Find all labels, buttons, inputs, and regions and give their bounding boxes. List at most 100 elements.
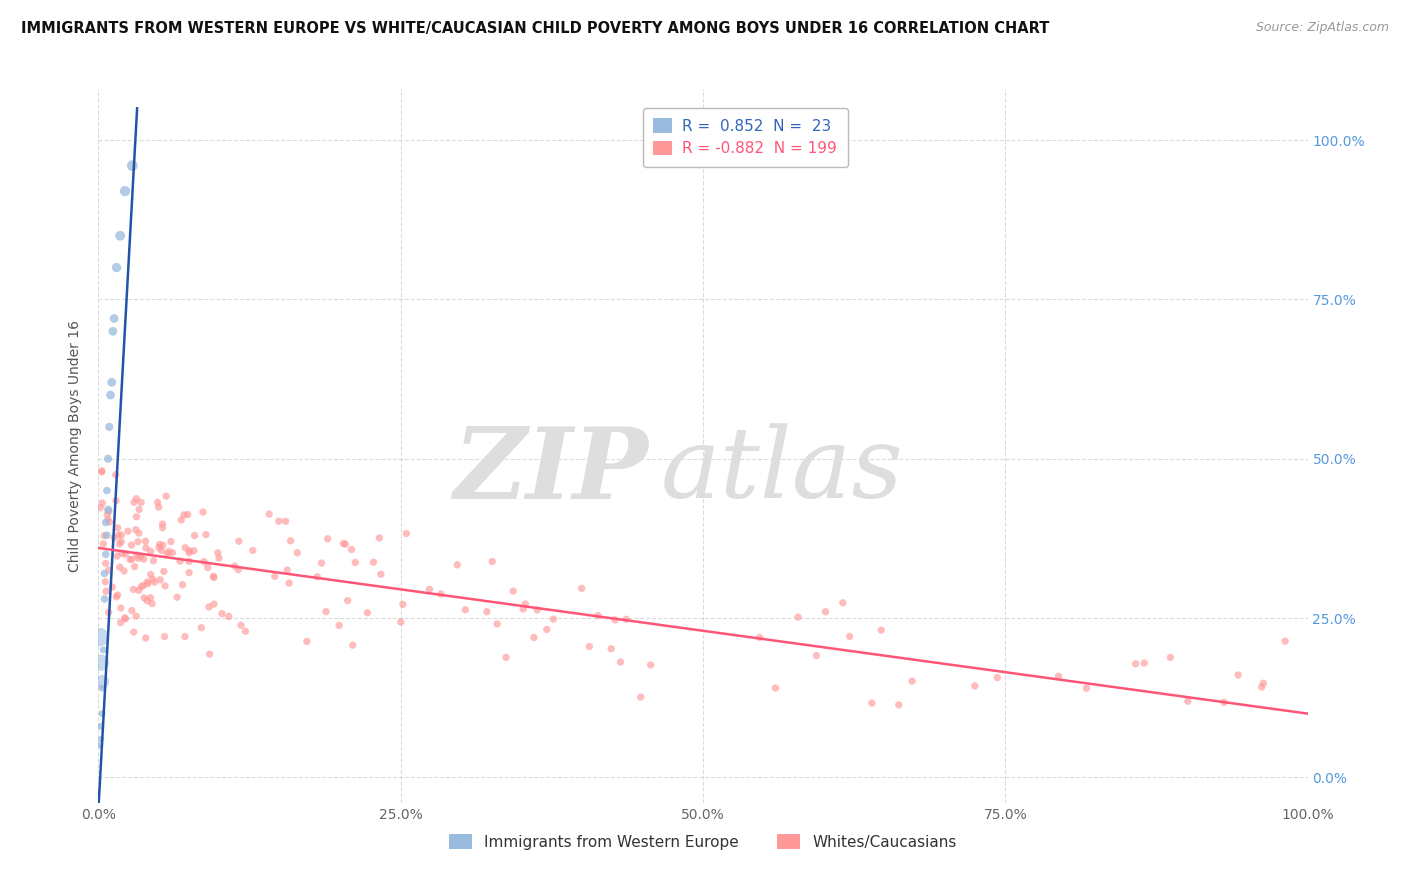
- Point: [526, 603, 548, 617]
- Point: [105, 549, 128, 563]
- Point: [93, 537, 115, 551]
- Point: [148, 537, 170, 551]
- Point: [342, 638, 364, 652]
- Point: [475, 605, 498, 619]
- Point: [150, 543, 173, 558]
- Point: [108, 228, 131, 243]
- Point: [107, 588, 129, 602]
- Point: [887, 698, 910, 712]
- Point: [101, 580, 124, 594]
- Point: [193, 555, 215, 569]
- Point: [156, 547, 179, 561]
- Point: [152, 516, 174, 531]
- Point: [430, 587, 453, 601]
- Point: [105, 260, 128, 275]
- Point: [136, 593, 159, 607]
- Point: [194, 527, 217, 541]
- Point: [121, 604, 143, 618]
- Point: [110, 528, 132, 542]
- Point: [174, 541, 197, 555]
- Point: [127, 534, 149, 549]
- Point: [363, 555, 385, 569]
- Point: [173, 508, 195, 522]
- Point: [190, 621, 212, 635]
- Point: [94, 547, 117, 561]
- Point: [104, 493, 127, 508]
- Point: [370, 567, 392, 582]
- Point: [134, 534, 156, 549]
- Point: [356, 606, 378, 620]
- Point: [125, 548, 148, 562]
- Text: IMMIGRANTS FROM WESTERN EUROPE VS WHITE/CAUCASIAN CHILD POVERTY AMONG BOYS UNDER: IMMIGRANTS FROM WESTERN EUROPE VS WHITE/…: [21, 21, 1049, 36]
- Point: [148, 541, 170, 555]
- Point: [91, 496, 114, 510]
- Point: [162, 546, 184, 560]
- Point: [114, 611, 136, 625]
- Point: [121, 552, 143, 566]
- Point: [129, 495, 152, 509]
- Point: [98, 515, 121, 529]
- Point: [609, 655, 631, 669]
- Point: [1125, 657, 1147, 671]
- Point: [124, 559, 146, 574]
- Point: [368, 531, 391, 545]
- Point: [280, 533, 302, 548]
- Point: [1213, 695, 1236, 709]
- Point: [870, 623, 893, 637]
- Point: [121, 538, 143, 552]
- Point: [114, 547, 136, 561]
- Point: [274, 514, 297, 528]
- Point: [125, 609, 148, 624]
- Point: [315, 605, 337, 619]
- Point: [97, 502, 120, 516]
- Point: [89, 630, 111, 644]
- Point: [128, 502, 150, 516]
- Point: [112, 564, 135, 578]
- Point: [177, 543, 200, 558]
- Point: [104, 467, 127, 482]
- Point: [295, 634, 318, 648]
- Point: [860, 696, 883, 710]
- Point: [91, 643, 114, 657]
- Point: [121, 159, 143, 173]
- Point: [100, 388, 122, 402]
- Point: [838, 630, 860, 644]
- Point: [586, 608, 609, 623]
- Point: [763, 681, 786, 695]
- Point: [502, 584, 524, 599]
- Point: [1076, 681, 1098, 696]
- Point: [153, 579, 176, 593]
- Point: [1253, 676, 1275, 690]
- Point: [276, 563, 298, 577]
- Point: [107, 521, 129, 535]
- Point: [103, 531, 125, 545]
- Point: [603, 613, 626, 627]
- Point: [108, 560, 131, 574]
- Point: [91, 674, 114, 689]
- Point: [183, 528, 205, 542]
- Point: [94, 516, 117, 530]
- Point: [98, 420, 121, 434]
- Point: [523, 631, 546, 645]
- Point: [515, 597, 537, 611]
- Point: [198, 599, 221, 614]
- Point: [160, 534, 183, 549]
- Point: [136, 576, 159, 591]
- Point: [97, 563, 120, 577]
- Point: [89, 739, 111, 753]
- Point: [332, 536, 354, 550]
- Point: [263, 569, 285, 583]
- Point: [139, 544, 162, 558]
- Point: [117, 524, 139, 539]
- Point: [1250, 680, 1272, 694]
- Point: [228, 563, 250, 577]
- Point: [278, 576, 301, 591]
- Point: [1177, 694, 1199, 708]
- Point: [90, 464, 112, 478]
- Point: [806, 648, 828, 663]
- Point: [155, 489, 177, 503]
- Point: [748, 631, 770, 645]
- Point: [142, 554, 165, 568]
- Point: [166, 591, 188, 605]
- Point: [536, 623, 558, 637]
